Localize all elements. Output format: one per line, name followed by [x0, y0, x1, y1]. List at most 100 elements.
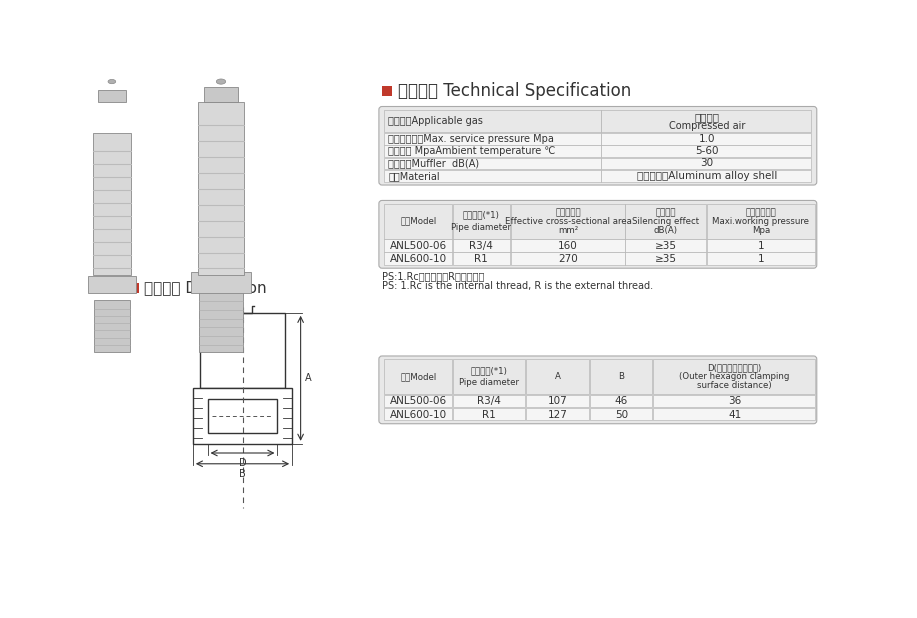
Text: PS: 1.Rc is the internal thread, R is the external thread.: PS: 1.Rc is the internal thread, R is th… [382, 281, 653, 291]
Bar [384, 145, 601, 157]
Bar [382, 86, 392, 96]
Text: A: A [555, 372, 561, 381]
Text: 压缩空气: 压缩空气 [694, 112, 719, 122]
Text: 铝合金外壳Aluminum alloy shell: 铝合金外壳Aluminum alloy shell [636, 171, 777, 181]
Text: PS:1.Rc为内螺纹，R为外螺纹。: PS:1.Rc为内螺纹，R为外螺纹。 [382, 271, 484, 281]
Text: 环境温度 MpaAmbient temperature ℃: 环境温度 MpaAmbient temperature ℃ [388, 146, 556, 156]
Bar [511, 239, 624, 252]
Bar [198, 103, 245, 276]
Text: 160: 160 [558, 241, 578, 251]
Text: ≥35: ≥35 [655, 241, 677, 251]
Bar [526, 360, 589, 394]
Bar [625, 239, 706, 252]
Bar [526, 408, 589, 420]
Text: B: B [618, 372, 624, 381]
Bar [590, 360, 653, 394]
Text: 技术参数 Technical Specification: 技术参数 Technical Specification [397, 82, 631, 99]
Bar [384, 158, 601, 169]
Text: D(外六角夹持面距离): D(外六角夹持面距离) [708, 363, 762, 373]
Bar [707, 239, 815, 252]
Bar [452, 395, 525, 407]
Bar [98, 90, 126, 103]
Bar [384, 360, 452, 394]
Text: R3/4: R3/4 [477, 396, 501, 407]
Text: 有效截面积: 有效截面积 [555, 208, 580, 217]
Bar [590, 395, 653, 407]
Bar [204, 87, 238, 103]
Bar [452, 360, 525, 394]
Text: Mpa: Mpa [752, 226, 770, 235]
Text: mm²: mm² [558, 226, 578, 235]
Ellipse shape [216, 79, 226, 84]
Bar [128, 283, 138, 293]
Bar [511, 252, 624, 265]
Bar [511, 204, 624, 239]
Bar [625, 204, 706, 239]
Bar [193, 388, 293, 444]
Text: Silencing effect: Silencing effect [632, 217, 700, 226]
Text: 46: 46 [615, 396, 628, 407]
Text: B: B [239, 469, 246, 479]
Text: surface distance): surface distance) [697, 381, 772, 390]
Bar [384, 204, 452, 239]
FancyBboxPatch shape [379, 356, 817, 424]
Text: ANL500-06: ANL500-06 [390, 241, 447, 251]
Text: dB(A): dB(A) [654, 226, 678, 235]
Text: 270: 270 [558, 254, 578, 264]
Text: 5-60: 5-60 [695, 146, 719, 156]
Bar [384, 239, 452, 252]
Text: Pipe diameter: Pipe diameter [458, 378, 519, 387]
Text: 1.0: 1.0 [699, 134, 715, 144]
Bar [452, 239, 510, 252]
Text: 30: 30 [701, 158, 713, 169]
Text: R3/4: R3/4 [470, 241, 493, 251]
Text: 接管口径(*1): 接管口径(*1) [463, 211, 500, 220]
Text: 型号Model: 型号Model [401, 372, 436, 381]
Bar [452, 252, 510, 265]
Text: Maxi.working pressure: Maxi.working pressure [713, 217, 810, 226]
Text: 36: 36 [728, 396, 741, 407]
Bar [601, 170, 812, 182]
Text: A: A [305, 373, 312, 383]
Text: (Outer hexagon clamping: (Outer hexagon clamping [679, 372, 790, 381]
Text: 最大工作压力: 最大工作压力 [746, 208, 777, 217]
Bar [384, 252, 452, 265]
Bar [94, 300, 130, 352]
Text: 适用气体Applicable gas: 适用气体Applicable gas [388, 116, 483, 126]
Bar [707, 204, 815, 239]
Text: ≥35: ≥35 [655, 254, 677, 264]
Bar [452, 204, 510, 239]
Bar [384, 170, 601, 182]
Text: 1: 1 [757, 254, 764, 264]
Bar [452, 408, 525, 420]
Bar [601, 145, 812, 157]
Bar [384, 110, 601, 132]
Bar [384, 395, 452, 407]
Bar [653, 408, 815, 420]
Bar [207, 399, 277, 433]
Ellipse shape [108, 80, 116, 83]
Text: 107: 107 [548, 396, 568, 407]
Bar [601, 110, 812, 132]
Text: 最高使用压力Max. service pressure Mpa: 最高使用压力Max. service pressure Mpa [388, 134, 554, 144]
Text: 外型尺寸 Dimension: 外型尺寸 Dimension [144, 281, 267, 295]
Bar [625, 252, 706, 265]
Text: 消音效果Muffler  dB(A): 消音效果Muffler dB(A) [388, 158, 480, 169]
Bar [384, 408, 452, 420]
Text: 消声效果: 消声效果 [656, 208, 676, 217]
Text: 41: 41 [728, 410, 741, 420]
Bar [707, 252, 815, 265]
Bar [199, 289, 243, 352]
Bar [384, 133, 601, 145]
Text: 材质Material: 材质Material [388, 171, 440, 181]
Bar [590, 408, 653, 420]
Text: Pipe diameter: Pipe diameter [451, 222, 511, 232]
Text: 50: 50 [615, 410, 628, 420]
Bar [200, 313, 285, 388]
Text: 1: 1 [757, 241, 764, 251]
Bar [192, 272, 250, 293]
Text: Effective cross-sectional area: Effective cross-sectional area [504, 217, 632, 226]
Text: R1: R1 [474, 254, 488, 264]
Text: ANL500-06: ANL500-06 [390, 396, 447, 407]
Bar [93, 133, 131, 276]
